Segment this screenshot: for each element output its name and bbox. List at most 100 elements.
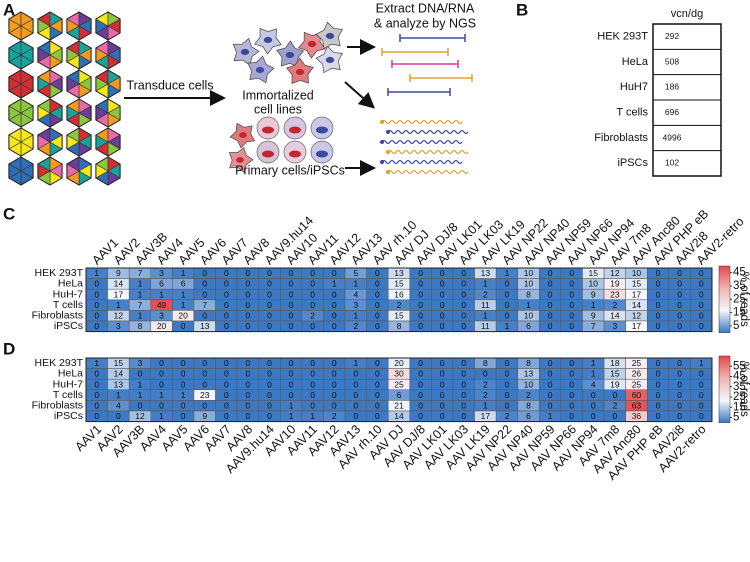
transduce-label: Transduce cells xyxy=(126,78,213,92)
cell-value: 0 xyxy=(202,268,207,278)
cell-value: 1 xyxy=(310,411,315,421)
cell-value: 0 xyxy=(505,289,510,299)
capsid xyxy=(66,156,92,186)
cell-value: 0 xyxy=(94,310,99,320)
row-label: HEK 293T xyxy=(597,31,648,43)
cell-value: 0 xyxy=(548,268,553,278)
cell-value: 9 xyxy=(591,289,596,299)
row-label: HeLa xyxy=(58,368,83,380)
cell-value: 10 xyxy=(524,268,534,278)
cell-value: 0 xyxy=(656,289,661,299)
row-label: Fibroblasts xyxy=(32,309,83,321)
cell-value: 0 xyxy=(569,411,574,421)
row-label: HeLa xyxy=(58,278,83,290)
cell-value: 0 xyxy=(224,268,229,278)
cell-value: 13 xyxy=(481,268,491,278)
cell-value: 2 xyxy=(397,300,402,310)
cell-value: 1 xyxy=(159,411,164,421)
cell-value: 21 xyxy=(394,400,404,410)
cell-value: 0 xyxy=(548,279,553,289)
cell-value: 0 xyxy=(202,289,207,299)
cell-value: 0 xyxy=(267,310,272,320)
capsid xyxy=(8,156,34,186)
capsid xyxy=(8,11,34,41)
cell-value: 0 xyxy=(418,289,423,299)
cell-value: 8 xyxy=(397,321,402,331)
cell-value: 0 xyxy=(461,300,466,310)
cell-value: 0 xyxy=(332,390,337,400)
cell-value: 0 xyxy=(353,411,358,421)
cell-value: 0 xyxy=(246,369,251,379)
cell-value: 1 xyxy=(116,390,121,400)
cell-value: 0 xyxy=(656,400,661,410)
cell-value: 0 xyxy=(94,400,99,410)
cell-value: 15 xyxy=(114,358,124,368)
read xyxy=(387,129,469,135)
cell-value: 7 xyxy=(591,321,596,331)
cell-value: 0 xyxy=(267,358,272,368)
cell-value: 49 xyxy=(157,300,167,310)
row-value: 508 xyxy=(665,56,679,66)
cell-value: 0 xyxy=(159,400,164,410)
cell-value: 0 xyxy=(418,321,423,331)
nucleus xyxy=(285,51,295,59)
cell-value: 1 xyxy=(181,300,186,310)
cell-value: 0 xyxy=(267,411,272,421)
cell-value: 3 xyxy=(353,300,358,310)
row-label: HEK 293T xyxy=(35,357,84,369)
colorbar-tick-label: 15 xyxy=(733,401,746,413)
cell-value: 0 xyxy=(246,411,251,421)
row-label: T cells xyxy=(53,299,83,311)
row-label: T cells xyxy=(53,389,83,401)
cell-value: 0 xyxy=(677,400,682,410)
cell-value: 0 xyxy=(612,390,617,400)
cell-value: 1 xyxy=(138,279,143,289)
cell-value: 0 xyxy=(267,390,272,400)
cell-value: 0 xyxy=(677,279,682,289)
cell-value: 2 xyxy=(483,390,488,400)
cell-value: 0 xyxy=(181,321,186,331)
cell-value: 0 xyxy=(699,369,704,379)
cell-value: 0 xyxy=(267,279,272,289)
cell-value: 2 xyxy=(310,310,315,320)
cell-value: 0 xyxy=(656,411,661,421)
nucleus xyxy=(325,32,335,40)
panel-label: B xyxy=(516,0,528,19)
cell-value: 1 xyxy=(138,310,143,320)
cell-value: 0 xyxy=(656,310,661,320)
read-end xyxy=(380,120,384,124)
cell-value: 63 xyxy=(632,400,642,410)
cell-value: 0 xyxy=(656,369,661,379)
cell-value: 0 xyxy=(246,321,251,331)
cell-value: 12 xyxy=(610,268,620,278)
cell-value: 25 xyxy=(394,379,404,389)
nucleus xyxy=(236,157,244,163)
cell-value: 0 xyxy=(224,358,229,368)
read-end xyxy=(386,130,390,134)
capsid xyxy=(95,11,121,41)
cell-value: 0 xyxy=(332,369,337,379)
cell-value: 10 xyxy=(524,310,534,320)
cell-value: 6 xyxy=(526,411,531,421)
primary-label: Primary cells/iPSCs xyxy=(235,163,345,177)
cell-illustration xyxy=(228,21,343,173)
cell-value: 0 xyxy=(612,411,617,421)
cell-value: 0 xyxy=(375,369,380,379)
cell-value: 15 xyxy=(632,279,642,289)
nucleus xyxy=(239,132,247,138)
cell-value: 0 xyxy=(505,369,510,379)
capsid xyxy=(66,127,92,157)
capsid xyxy=(37,69,63,99)
cell-value: 8 xyxy=(483,358,488,368)
cell-value: 0 xyxy=(138,369,143,379)
cell-value: 0 xyxy=(569,289,574,299)
capsid xyxy=(66,11,92,41)
cell-value: 0 xyxy=(181,369,186,379)
cell-value: 0 xyxy=(656,268,661,278)
cell-value: 13 xyxy=(524,369,534,379)
cell-value: 0 xyxy=(375,300,380,310)
capsid xyxy=(95,98,121,128)
cell-value: 0 xyxy=(181,400,186,410)
cell-value: 9 xyxy=(202,411,207,421)
cell-value: 0 xyxy=(699,289,704,299)
